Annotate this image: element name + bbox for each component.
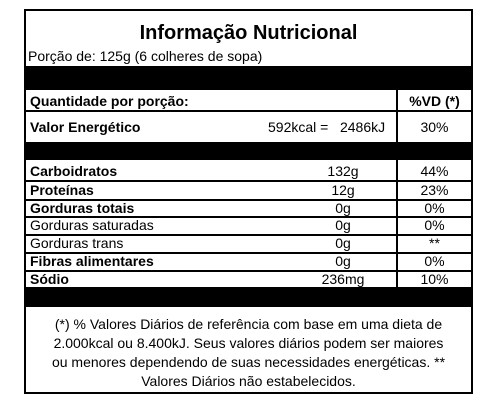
nutrient-vd-carbs: 44% <box>420 163 449 179</box>
nutrient-vd-sodium: 10% <box>420 271 449 287</box>
row-divider <box>26 180 471 182</box>
nutrient-vd-fiber: 0% <box>424 253 445 269</box>
row-divider <box>26 270 471 272</box>
nutrient-label-total-fat: Gorduras totais <box>30 200 135 216</box>
nutrient-label-trans-fat: Gorduras trans <box>30 235 124 251</box>
nutrient-label-saturated-fat: Gorduras saturadas <box>30 217 154 233</box>
nutrient-value-total-fat: 0g <box>335 200 351 216</box>
nutrient-label-carbs: Carboidratos <box>30 163 118 179</box>
vd-header: %VD (*) <box>409 93 460 109</box>
nutrient-label-fiber: Fibras alimentares <box>30 253 154 269</box>
row-divider <box>26 216 471 218</box>
nutrient-vd-saturated-fat: 0% <box>424 217 445 233</box>
nutrient-value-trans-fat: 0g <box>335 235 351 251</box>
header-divider <box>26 110 471 112</box>
thick-divider-top <box>26 66 471 90</box>
energy-value: 592kcal = 2486kJ <box>268 119 386 135</box>
nutrient-vd-trans-fat: ** <box>429 235 440 251</box>
energy-vd: 30% <box>420 119 449 135</box>
nutrient-value-protein: 12g <box>331 182 355 198</box>
row-divider <box>26 234 471 236</box>
energy-label: Valor Energético <box>30 119 141 135</box>
nutrient-vd-total-fat: 0% <box>424 200 445 216</box>
nutrition-facts-label: Informação Nutricional Porção de: 125g (… <box>24 9 473 394</box>
nutrient-value-carbs: 132g <box>327 163 359 179</box>
nutrient-value-fiber: 0g <box>335 253 351 269</box>
nutrient-label-sodium: Sódio <box>30 271 69 287</box>
nutrient-value-sodium: 236mg <box>321 271 365 287</box>
label-title: Informação Nutricional <box>139 22 358 44</box>
column-divider <box>396 160 398 287</box>
footnote-text: (*) % Valores Diários de referência com … <box>51 316 446 389</box>
nutrient-label-protein: Proteínas <box>30 182 94 198</box>
row-divider <box>26 252 471 254</box>
row-divider <box>26 199 471 201</box>
column-divider <box>396 90 398 142</box>
nutrient-value-saturated-fat: 0g <box>335 217 351 233</box>
quantity-header: Quantidade por porção: <box>30 93 189 109</box>
thick-divider-bottom <box>26 287 471 307</box>
thick-divider-middle <box>26 142 471 160</box>
portion-size: Porção de: 125g (6 colheres de sopa) <box>28 48 263 64</box>
nutrient-vd-protein: 23% <box>420 182 449 198</box>
